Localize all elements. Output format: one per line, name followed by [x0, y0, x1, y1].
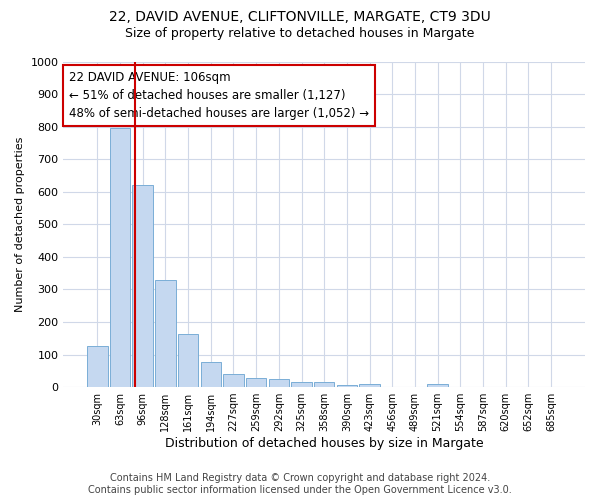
Bar [200, 362, 221, 387]
Bar [110, 128, 130, 387]
Bar [427, 384, 448, 387]
Bar [337, 385, 357, 387]
Bar [155, 280, 176, 387]
Text: Size of property relative to detached houses in Margate: Size of property relative to detached ho… [125, 28, 475, 40]
Bar [359, 384, 380, 387]
Bar [178, 334, 198, 387]
Bar [133, 185, 153, 387]
Bar [292, 382, 312, 387]
Y-axis label: Number of detached properties: Number of detached properties [15, 136, 25, 312]
Bar [246, 378, 266, 387]
Bar [314, 382, 334, 387]
Text: 22, DAVID AVENUE, CLIFTONVILLE, MARGATE, CT9 3DU: 22, DAVID AVENUE, CLIFTONVILLE, MARGATE,… [109, 10, 491, 24]
Text: 22 DAVID AVENUE: 106sqm
← 51% of detached houses are smaller (1,127)
48% of semi: 22 DAVID AVENUE: 106sqm ← 51% of detache… [68, 72, 369, 120]
Text: Contains HM Land Registry data © Crown copyright and database right 2024.
Contai: Contains HM Land Registry data © Crown c… [88, 474, 512, 495]
Bar [223, 374, 244, 387]
Bar [269, 379, 289, 387]
X-axis label: Distribution of detached houses by size in Margate: Distribution of detached houses by size … [165, 437, 484, 450]
Bar [87, 346, 107, 387]
